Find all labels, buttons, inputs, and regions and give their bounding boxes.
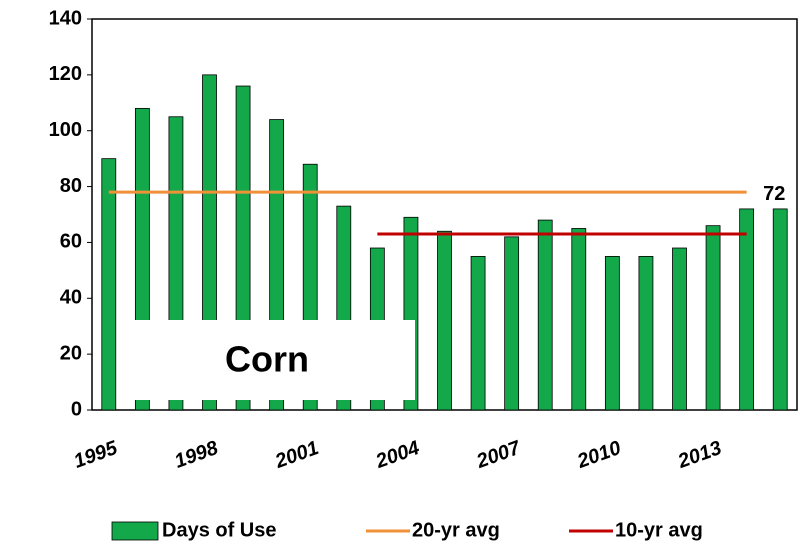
y-tick-label: 40	[60, 287, 82, 309]
bar	[437, 230, 452, 411]
data-label: 72	[763, 183, 785, 205]
y-tick-label: 80	[60, 175, 82, 197]
bar	[470, 255, 486, 411]
y-tick-label: 140	[49, 7, 82, 29]
bar	[504, 236, 520, 411]
bar	[672, 247, 687, 411]
bar	[571, 228, 587, 411]
legend-swatch	[111, 521, 159, 541]
bar	[101, 158, 117, 411]
annotation: Corn	[225, 339, 309, 380]
bar	[705, 225, 721, 411]
x-tick-label: 2007	[473, 437, 524, 474]
annotation-box	[118, 320, 415, 400]
y-tick-label: 60	[60, 231, 82, 253]
y-tick-label: 100	[49, 119, 82, 141]
x-tick-label: 2001	[271, 437, 321, 473]
y-tick-label: 120	[49, 63, 82, 85]
bar	[638, 255, 654, 411]
legend-label: 10-yr avg	[615, 519, 703, 541]
x-tick-label: 1998	[172, 437, 222, 473]
x-tick-label: 2004	[372, 437, 422, 473]
y-tick-label: 0	[71, 398, 82, 420]
bar	[772, 208, 788, 411]
x-tick-label: 2013	[674, 437, 724, 473]
x-tick-label: 1995	[71, 437, 121, 473]
bar	[537, 219, 553, 411]
legend-label: 20-yr avg	[412, 519, 500, 541]
y-tick-label: 20	[60, 342, 82, 364]
legend-label: Days of Use	[162, 519, 277, 541]
bar	[604, 255, 620, 411]
bar	[739, 208, 755, 411]
x-tick-label: 2010	[574, 437, 624, 473]
